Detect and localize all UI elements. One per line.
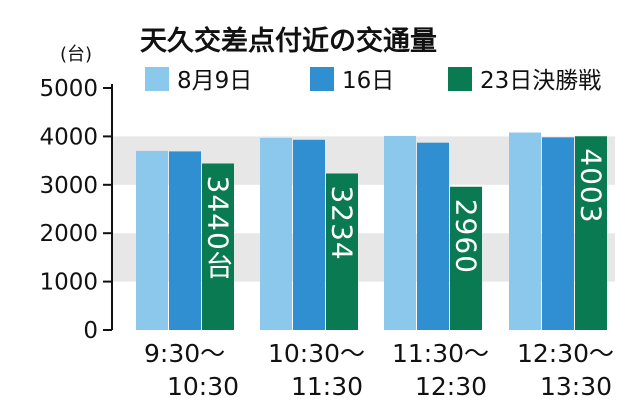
y-axis: 0 1000 2000 3000 4000 5000 <box>39 76 113 344</box>
bar-1-2 <box>260 137 292 330</box>
legend-label: 8月9日 <box>177 68 252 94</box>
bar-1-1 <box>136 150 168 330</box>
bar-value-label: 3440台 <box>202 176 235 280</box>
y-tick-label: 0 <box>83 318 98 344</box>
bar-value-label: 2960 <box>450 199 483 274</box>
x-category-label-line1: 9:30〜 <box>144 339 225 368</box>
y-tick-label: 3000 <box>39 173 98 199</box>
y-tick-label: 1000 <box>39 270 98 296</box>
x-category-label-line2: 10:30 <box>167 372 239 401</box>
bar-1-3 <box>384 135 416 330</box>
x-category-label-line1: 10:30〜 <box>268 339 365 368</box>
x-category-label-line2: 12:30 <box>415 372 487 401</box>
y-axis-unit-label: (台) <box>60 44 92 65</box>
bar-2-3 <box>417 142 449 330</box>
x-category-label-line1: 11:30〜 <box>392 339 489 368</box>
y-tick-label: 2000 <box>39 221 98 247</box>
bar-value-label: 4003 <box>575 148 608 223</box>
x-axis-labels: 9:30〜 10:30 10:30〜 11:30 11:30〜 12:30 12:30〜 13… <box>144 339 614 401</box>
x-category-label-line1: 12:30〜 <box>517 339 614 368</box>
chart-title: 天久交差点付近の交通量 <box>140 25 437 57</box>
legend-label: 23日決勝戦 <box>480 68 601 94</box>
bar-1-4 <box>509 132 541 330</box>
legend: 8月9日 16日 23日決勝戦 <box>145 67 601 94</box>
bar-3-3 <box>450 186 482 330</box>
bar-3-1 <box>202 163 234 330</box>
bar-3-4 <box>575 136 607 330</box>
bar-value-label: 3234 <box>326 185 359 260</box>
bar-2-2 <box>293 139 325 330</box>
bars: 3440台 3234 2960 4003 <box>136 132 608 330</box>
bar-3-2 <box>326 173 358 330</box>
y-tick-label: 4000 <box>39 124 98 150</box>
bar-2-4 <box>542 137 574 330</box>
legend-swatch <box>310 67 334 91</box>
x-category-label-line2: 11:30 <box>291 372 363 401</box>
bar-2-1 <box>169 151 201 330</box>
x-category-label-line2: 13:30 <box>540 372 612 401</box>
legend-swatch <box>448 67 472 91</box>
legend-label: 16日 <box>342 68 394 94</box>
y-tick-label: 5000 <box>39 76 98 102</box>
legend-swatch <box>145 67 169 91</box>
